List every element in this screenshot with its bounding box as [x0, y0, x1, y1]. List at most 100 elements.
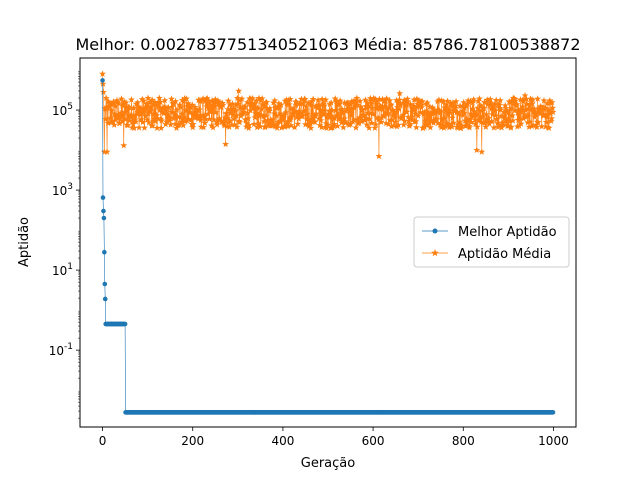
data-point-aptidao-media: [187, 116, 195, 123]
data-point-aptidao-media: [368, 119, 376, 126]
data-point-aptidao-media: [311, 111, 318, 119]
data-point-aptidao-media: [440, 98, 447, 105]
data-point-aptidao-media: [306, 99, 314, 107]
data-point-aptidao-media: [109, 118, 116, 125]
data-point-aptidao-media: [446, 109, 454, 116]
data-point-aptidao-media: [413, 102, 421, 110]
data-point-aptidao-media: [477, 102, 485, 109]
data-point-aptidao-media: [258, 94, 266, 102]
data-point-aptidao-media: [297, 95, 305, 103]
data-point-aptidao-media: [238, 95, 246, 102]
data-point-aptidao-media: [111, 110, 119, 117]
data-point-aptidao-media: [513, 123, 521, 130]
data-point-aptidao-media: [125, 103, 133, 111]
data-point-aptidao-media: [532, 109, 540, 116]
data-point-aptidao-media: [445, 123, 453, 131]
data-point-aptidao-media: [416, 102, 424, 110]
data-point-aptidao-media: [254, 104, 262, 111]
data-point-aptidao-media: [429, 104, 437, 111]
data-point-aptidao-media: [547, 117, 555, 124]
data-point-aptidao-media: [126, 117, 134, 124]
data-point-aptidao-media: [352, 97, 360, 105]
data-point-aptidao-media: [240, 109, 248, 116]
data-point-aptidao-media: [128, 111, 136, 119]
data-point-aptidao-media: [162, 120, 170, 128]
data-point-aptidao-media: [425, 119, 433, 127]
data-point-aptidao-media: [505, 98, 513, 105]
data-point-aptidao-media: [443, 103, 451, 111]
data-point-aptidao-media: [110, 121, 118, 128]
data-point-aptidao-media: [463, 121, 471, 128]
data-point-aptidao-media: [495, 101, 503, 109]
data-point-aptidao-media: [219, 101, 227, 109]
data-point-aptidao-media: [200, 123, 207, 131]
data-point-aptidao-media: [225, 123, 233, 130]
data-point-aptidao-media: [115, 99, 123, 107]
data-point-aptidao-media: [160, 109, 168, 117]
data-point-aptidao-media: [288, 113, 295, 121]
data-point-aptidao-media: [510, 101, 518, 108]
data-point-aptidao-media: [233, 94, 241, 102]
data-point-aptidao-media: [400, 121, 408, 128]
data-point-aptidao-media: [456, 118, 464, 125]
data-point-aptidao-media: [147, 103, 155, 111]
data-point-aptidao-media: [118, 95, 125, 102]
data-point-aptidao-media: [153, 124, 161, 131]
data-point-aptidao-media: [152, 100, 160, 107]
data-point-aptidao-media: [340, 115, 348, 122]
data-point-aptidao-media: [404, 97, 412, 105]
data-point-aptidao-media: [210, 115, 218, 123]
data-point-aptidao-media: [204, 110, 212, 118]
data-point-aptidao-media: [522, 95, 530, 102]
data-point-aptidao-media: [492, 96, 500, 104]
data-point-aptidao-media: [114, 98, 121, 105]
data-point-aptidao-media: [495, 120, 503, 128]
data-point-aptidao-media: [348, 106, 356, 113]
data-point-aptidao-media: [455, 110, 463, 117]
data-point-aptidao-media: [382, 119, 390, 127]
data-point-aptidao-media: [390, 122, 398, 129]
data-point-aptidao-media: [486, 95, 494, 103]
data-point-aptidao-media: [548, 98, 556, 106]
x-tick-label: 400: [271, 434, 294, 448]
data-point-aptidao-media: [103, 148, 111, 155]
data-point-aptidao-media: [260, 118, 268, 125]
data-point-aptidao-media: [215, 114, 223, 122]
data-point-aptidao-media: [193, 111, 201, 119]
data-point-aptidao-media: [210, 99, 218, 107]
data-point-aptidao-media: [248, 99, 256, 106]
data-point-aptidao-media: [201, 113, 208, 120]
data-point-aptidao-media: [301, 95, 309, 103]
data-point-aptidao-media: [366, 94, 374, 102]
data-point-aptidao-media: [384, 109, 392, 117]
data-point-aptidao-media: [137, 115, 145, 123]
data-point-aptidao-media: [478, 148, 486, 155]
data-point-aptidao-media: [190, 110, 198, 118]
data-point-aptidao-media: [318, 95, 326, 103]
data-point-aptidao-media: [391, 113, 399, 121]
data-point-aptidao-media: [506, 117, 514, 125]
data-point-aptidao-media: [235, 87, 243, 94]
data-point-aptidao-media: [209, 123, 217, 131]
data-point-aptidao-media: [451, 104, 459, 112]
data-point-aptidao-media: [438, 96, 446, 104]
data-point-aptidao-media: [373, 100, 381, 108]
data-point-aptidao-media: [448, 120, 455, 128]
data-point-aptidao-media: [302, 106, 310, 114]
data-point-aptidao-media: [520, 110, 528, 118]
data-point-aptidao-media: [534, 118, 542, 126]
data-point-aptidao-media: [143, 103, 151, 111]
data-point-aptidao-media: [366, 115, 373, 122]
data-point-aptidao-media: [528, 100, 536, 107]
data-point-aptidao-media: [437, 108, 445, 116]
data-point-aptidao-media: [435, 106, 442, 114]
data-point-aptidao-media: [188, 101, 196, 108]
data-point-aptidao-media: [153, 111, 161, 119]
data-point-aptidao-media: [158, 108, 166, 116]
data-point-aptidao-media: [423, 116, 431, 123]
data-point-aptidao-media: [100, 148, 108, 155]
plot-area-frame: [79, 57, 577, 428]
data-point-aptidao-media: [321, 107, 329, 114]
data-point-aptidao-media: [453, 108, 461, 116]
data-point-aptidao-media: [391, 111, 399, 118]
